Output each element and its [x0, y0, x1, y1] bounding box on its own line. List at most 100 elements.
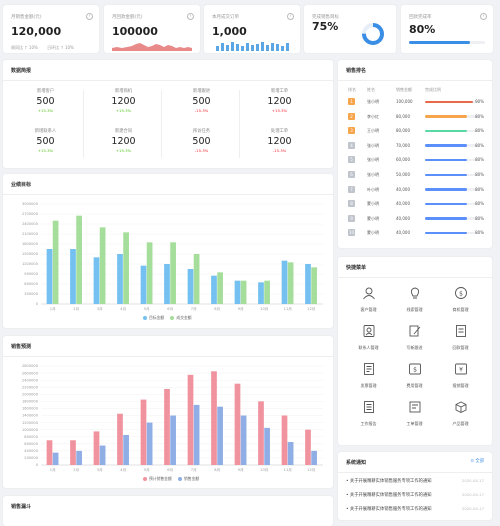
- bar-a[interactable]: [70, 249, 76, 304]
- bar-a[interactable]: [187, 374, 194, 465]
- performance-chart-panel: 业绩目标 0 300000 600000 900000 1200000 1500000 18…: [3, 174, 333, 328]
- stat-label: 新增工单: [270, 89, 289, 94]
- info-icon[interactable]: !: [86, 13, 93, 20]
- stat-1[interactable]: 新增商机 1200 +15.3%: [86, 88, 161, 113]
- info-icon[interactable]: !: [187, 13, 194, 20]
- bar-b[interactable]: [146, 422, 153, 465]
- quick-menu-yen[interactable]: ¥ 报销管理: [438, 361, 483, 389]
- bar-b[interactable]: [170, 242, 176, 304]
- table-row: 4 张小明 70,000 80%: [346, 140, 484, 152]
- bar-a[interactable]: [234, 280, 241, 304]
- quick-menu-lightbulb[interactable]: 线索管理: [392, 285, 437, 313]
- kpi-label: 回款完成率: [409, 15, 432, 20]
- stat-value: 500: [36, 96, 55, 107]
- quick-menu-user[interactable]: 客户管理: [346, 285, 391, 313]
- rank-progress-fill: [425, 217, 468, 220]
- bar-a[interactable]: [211, 275, 217, 304]
- bar-b[interactable]: [240, 280, 247, 304]
- quick-menu-report[interactable]: 工作报告: [346, 399, 391, 427]
- bar-b[interactable]: [193, 254, 200, 304]
- bullet-icon: •: [346, 493, 350, 498]
- stat-5[interactable]: 新建合同 1200 +15.3%: [86, 128, 161, 153]
- bar-a[interactable]: [164, 388, 170, 465]
- bar-b[interactable]: [123, 434, 129, 465]
- bar-b[interactable]: [311, 450, 317, 465]
- bar-a[interactable]: [93, 257, 100, 304]
- quick-menu-box[interactable]: 产品管理: [438, 399, 483, 427]
- stat-label: 新增客户: [36, 89, 55, 94]
- bar-b[interactable]: [217, 406, 223, 465]
- bar-b[interactable]: [287, 262, 294, 304]
- notice-item[interactable]: • 关于开展精耕实体销售服务专项工作的通知 2020-04-17: [346, 506, 484, 520]
- bar-b[interactable]: [264, 280, 270, 304]
- bar-b[interactable]: [76, 215, 82, 304]
- bar-a[interactable]: [46, 440, 53, 465]
- info-icon[interactable]: !: [480, 13, 487, 20]
- kpi-value: 100000: [112, 25, 158, 38]
- bar-b[interactable]: [193, 404, 200, 465]
- quick-menu-label: 回款管理: [452, 345, 469, 350]
- rank-progress-track: [425, 129, 478, 133]
- notice-item[interactable]: • 关于开展精耕实体销售服务专项工作的通知 2020-04-17: [346, 478, 484, 492]
- quick-menu-contact[interactable]: 联系人管理: [346, 323, 391, 351]
- stat-6[interactable]: 拜访任务 500 -15.3%: [164, 128, 239, 153]
- bar-b[interactable]: [240, 415, 247, 466]
- quick-menu-label: 写新跟进: [406, 345, 423, 350]
- bar-b[interactable]: [287, 442, 294, 465]
- bar-a[interactable]: [140, 265, 147, 304]
- bar-a[interactable]: [281, 260, 288, 304]
- quick-menu-edit[interactable]: 写新跟进: [392, 323, 437, 351]
- stat-4[interactable]: 新增联系人 500 +15.3%: [8, 128, 83, 153]
- bar-a[interactable]: [117, 254, 123, 304]
- stat-label: 新增联系人: [34, 129, 57, 134]
- bullet-icon: •: [346, 507, 350, 512]
- bar-a[interactable]: [211, 371, 217, 465]
- bar-b[interactable]: [52, 220, 59, 304]
- bar-b[interactable]: [76, 450, 82, 465]
- stat-change: -15.3%: [272, 148, 287, 153]
- stat-3[interactable]: 新增工单 1200 +15.3%: [242, 88, 317, 113]
- bar-b[interactable]: [217, 272, 223, 304]
- bar-b[interactable]: [264, 427, 270, 465]
- bar-a[interactable]: [164, 264, 170, 304]
- kpi-card-payment: 月回款金额(元) ! 100000: [104, 5, 200, 53]
- rank-amount: 100,000: [396, 99, 413, 104]
- stat-7[interactable]: 处理工单 1200 -15.3%: [242, 128, 317, 153]
- view-all-link[interactable]: ⊙ 全部: [470, 458, 484, 464]
- bar-b[interactable]: [52, 452, 59, 465]
- quick-menu-money[interactable]: $ 商机管理: [438, 285, 483, 313]
- bar-a[interactable]: [187, 269, 194, 304]
- bar-b[interactable]: [123, 232, 129, 304]
- bar-a[interactable]: [258, 401, 264, 465]
- bar-a[interactable]: [258, 282, 264, 304]
- bar-a[interactable]: [117, 413, 123, 465]
- stat-value: 1200: [111, 96, 136, 107]
- quick-menu-invoice[interactable]: 发票管理: [346, 361, 391, 389]
- bar-b[interactable]: [170, 415, 176, 466]
- bar-b[interactable]: [311, 267, 317, 304]
- bar-a[interactable]: [46, 249, 53, 304]
- bar-a[interactable]: [305, 429, 311, 465]
- bar-a[interactable]: [93, 431, 100, 465]
- quick-menu-label: 商机管理: [452, 307, 469, 312]
- bar-b[interactable]: [99, 445, 106, 465]
- bar-a[interactable]: [281, 415, 288, 466]
- quick-menu-ticket[interactable]: 工单管理: [392, 399, 437, 427]
- stat-0[interactable]: 新增客户 500 +15.3%: [8, 88, 83, 113]
- stat-2[interactable]: 新增跟进 500 -15.3%: [164, 88, 239, 113]
- bar-a[interactable]: [234, 383, 241, 465]
- bar-b[interactable]: [99, 227, 106, 304]
- quick-menu-receipt[interactable]: 回款管理: [438, 323, 483, 351]
- info-icon[interactable]: !: [287, 13, 294, 20]
- bar-b[interactable]: [146, 242, 153, 304]
- rank-pct: 80%: [475, 230, 484, 236]
- rank-progress-track: [425, 217, 478, 220]
- bar-a[interactable]: [70, 440, 76, 465]
- x-tick-label: 7月: [191, 306, 197, 311]
- bar-a[interactable]: [305, 264, 311, 304]
- divider: [3, 194, 333, 195]
- rank-progress-fill: [425, 115, 468, 118]
- quick-menu-expense[interactable]: $ 费用管理: [392, 361, 437, 389]
- bar-a[interactable]: [140, 399, 147, 465]
- notice-item[interactable]: • 关于开展精耕实体销售服务专项工作的通知 2020-04-17: [346, 492, 484, 506]
